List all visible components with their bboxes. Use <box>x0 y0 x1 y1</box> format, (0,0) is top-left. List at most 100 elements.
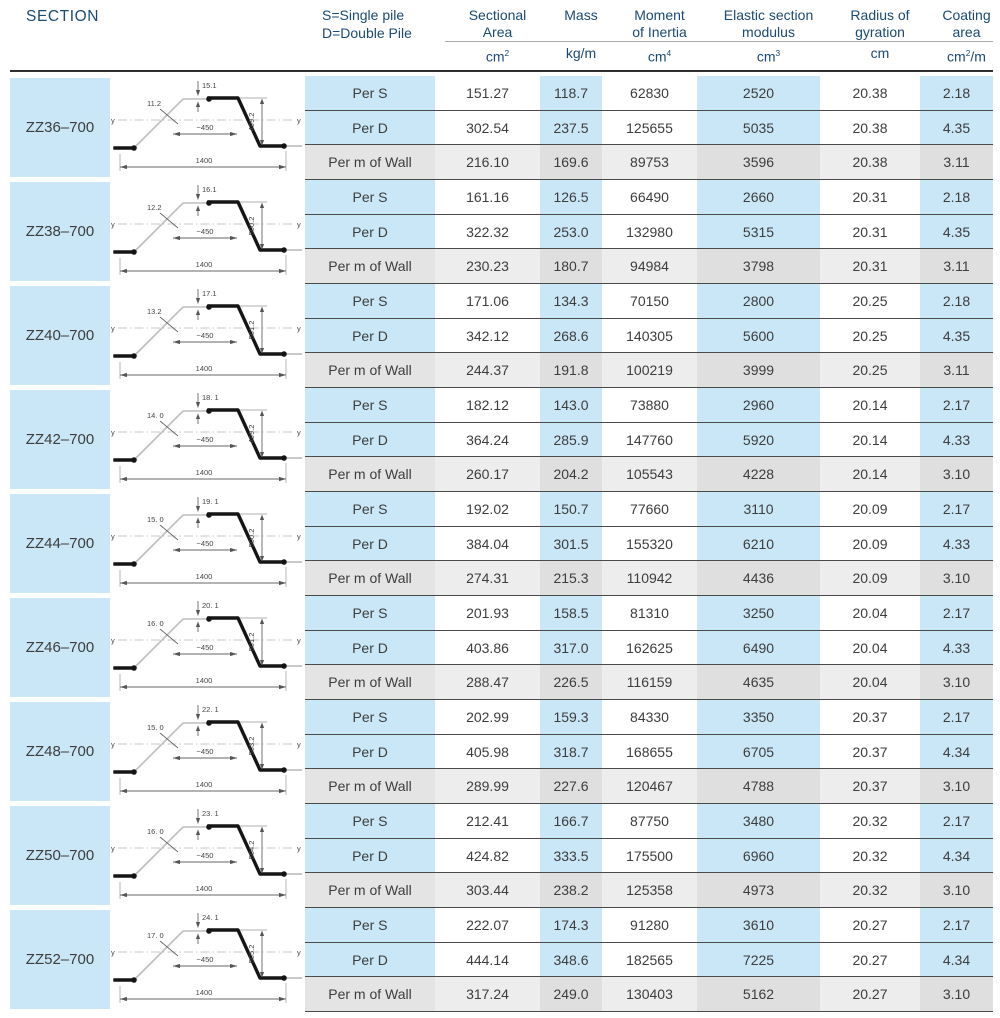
arrow-left-icon <box>173 443 180 449</box>
pile-profile <box>207 720 286 772</box>
ghost-pile-outline <box>133 410 209 461</box>
arrow-left-icon <box>120 996 127 1002</box>
cell-coating-area: 4.33 <box>920 526 993 561</box>
cell-radius-of-gyration: 20.14 <box>820 457 920 492</box>
dim-flange-thickness: 24. 1 <box>202 913 219 922</box>
dim-flange-thickness: 22. 1 <box>202 705 219 714</box>
cell-moment-of-inertia: 89753 <box>602 145 697 180</box>
pile-cross-section-drawing: y y 17.1 13.2 <box>111 289 302 379</box>
section-diagram: y y 24. 1 17. 0 <box>110 908 305 1012</box>
row-label: Per S <box>305 388 435 422</box>
section-rows: Per S 161.16 126.5 66490 2660 20.31 2.18 Per D 3… <box>305 180 993 285</box>
dim-top-width: ~450 <box>197 123 214 132</box>
dim-flange-thickness: 20. 1 <box>202 601 219 610</box>
cell-mass: 143.0 <box>540 388 602 422</box>
pile-profile <box>207 200 286 252</box>
ghost-pile-outline <box>133 618 209 669</box>
table-row: Per D 364.24 285.9 147760 5920 20.14 4.33 <box>305 422 993 458</box>
pile-type-line-d: D=Double Pile <box>322 24 412 41</box>
axis-label-right: y <box>297 324 301 333</box>
dim-height: 501.2 <box>247 321 256 340</box>
cell-sectional-area: 444.14 <box>466 951 509 968</box>
cell-mass: 268.6 <box>540 318 602 353</box>
row-label: Per S <box>305 492 435 526</box>
arrow-left-icon <box>120 268 127 274</box>
interlock-left <box>131 665 137 671</box>
pile-profile <box>207 512 286 564</box>
axis-label-right: y <box>297 532 301 541</box>
section-name: ZZ46–700 <box>10 598 110 697</box>
cell-moment-of-inertia: 91280 <box>630 916 669 933</box>
cell-sectional-area: 216.10 <box>435 145 540 180</box>
cell-elastic-section-modulus: 6960 <box>697 838 820 873</box>
arrow-down-icon <box>259 452 265 458</box>
interlock-right <box>281 351 287 357</box>
arrow-right-icon <box>279 164 286 170</box>
axis-label-left: y <box>111 324 115 333</box>
cell-elastic-section-modulus: 7225 <box>697 942 820 977</box>
dim-height: 500.2 <box>247 217 256 236</box>
row-label: Per m of Wall <box>305 561 435 596</box>
column-header: Moment of Inertia cm4 <box>612 0 707 72</box>
cell-radius-of-gyration: 20.09 <box>852 500 888 517</box>
arrow-up-icon <box>259 98 265 104</box>
table-row: Per m of Wall 288.47 226.5 116159 4635 20.04 3… <box>305 665 993 701</box>
cell-radius-of-gyration: 20.32 <box>852 812 888 829</box>
pile-type-header: S=Single pile D=Double Pile <box>322 7 412 42</box>
arrow-up-icon <box>195 309 201 315</box>
interlock-right <box>281 143 287 149</box>
section-column-header: SECTION <box>26 8 100 25</box>
cell-moment-of-inertia: 100219 <box>602 353 697 388</box>
cell-sectional-area: 222.07 <box>466 916 509 933</box>
cell-sectional-area: 302.54 <box>466 119 509 136</box>
dim-total-width: 1400 <box>196 988 213 997</box>
table-row: Per S 171.06 134.3 70150 2800 20.25 2.18 <box>305 284 993 319</box>
cell-moment-of-inertia: 84330 <box>630 708 669 725</box>
cell-mass: 180.7 <box>540 249 602 284</box>
cell-radius-of-gyration: 20.37 <box>820 769 920 804</box>
cell-coating-area: 3.10 <box>920 977 993 1012</box>
arrow-right-icon <box>279 684 286 690</box>
interlock-top <box>206 96 212 102</box>
cell-elastic-section-modulus: 6210 <box>697 526 820 561</box>
cell-elastic-section-modulus: 3250 <box>697 596 820 630</box>
cell-moment-of-inertia: 94984 <box>602 249 697 284</box>
cell-elastic-section-modulus: 5315 <box>697 214 820 249</box>
cell-mass: 227.6 <box>540 769 602 804</box>
arrow-down-icon <box>259 868 265 874</box>
cell-mass: 191.8 <box>540 353 602 388</box>
table-row: Per S 151.27 118.7 62830 2520 20.38 2.18 <box>305 76 993 111</box>
table-header: SECTION S=Single pile D=Double Pile Sect… <box>10 0 993 72</box>
row-label: Per S <box>305 804 435 838</box>
dim-flange-thickness: 16.1 <box>202 185 217 194</box>
cell-radius-of-gyration: 20.09 <box>852 535 888 552</box>
dim-height: 500.2 <box>247 529 256 548</box>
cell-sectional-area: 322.32 <box>466 223 509 240</box>
cell-elastic-section-modulus: 6705 <box>697 734 820 769</box>
table-row: Per S 161.16 126.5 66490 2660 20.31 2.18 <box>305 180 993 215</box>
section-name: ZZ36–700 <box>10 78 110 177</box>
cell-elastic-section-modulus: 2660 <box>697 180 820 214</box>
section-block: ZZ52–700 y y 24. 1 <box>10 908 993 1013</box>
cell-mass: 237.5 <box>540 110 602 145</box>
interlock-left <box>131 353 137 359</box>
table-row: Per m of Wall 274.31 215.3 110942 4436 20.09 3… <box>305 561 993 597</box>
cell-coating-area: 4.35 <box>920 318 993 353</box>
cell-sectional-area: 342.12 <box>466 327 509 344</box>
dim-total-width: 1400 <box>196 780 213 789</box>
interlock-top <box>206 928 212 934</box>
cell-sectional-area: 151.27 <box>466 84 509 101</box>
interlock-right <box>281 663 287 669</box>
cell-mass: 166.7 <box>540 804 602 838</box>
cell-sectional-area: 192.02 <box>466 500 509 517</box>
cell-moment-of-inertia: 130403 <box>602 977 697 1012</box>
table-row: Per m of Wall 260.17 204.2 105543 4228 20.14 3… <box>305 457 993 493</box>
dim-top-width: ~450 <box>197 227 214 236</box>
arrow-up-icon <box>259 930 265 936</box>
cell-moment-of-inertia: 116159 <box>602 665 697 700</box>
cell-moment-of-inertia: 70150 <box>630 292 669 309</box>
row-label: Per S <box>305 76 435 110</box>
arrow-left-icon <box>120 684 127 690</box>
dim-top-width: ~450 <box>197 747 214 756</box>
arrow-right-icon <box>279 476 286 482</box>
